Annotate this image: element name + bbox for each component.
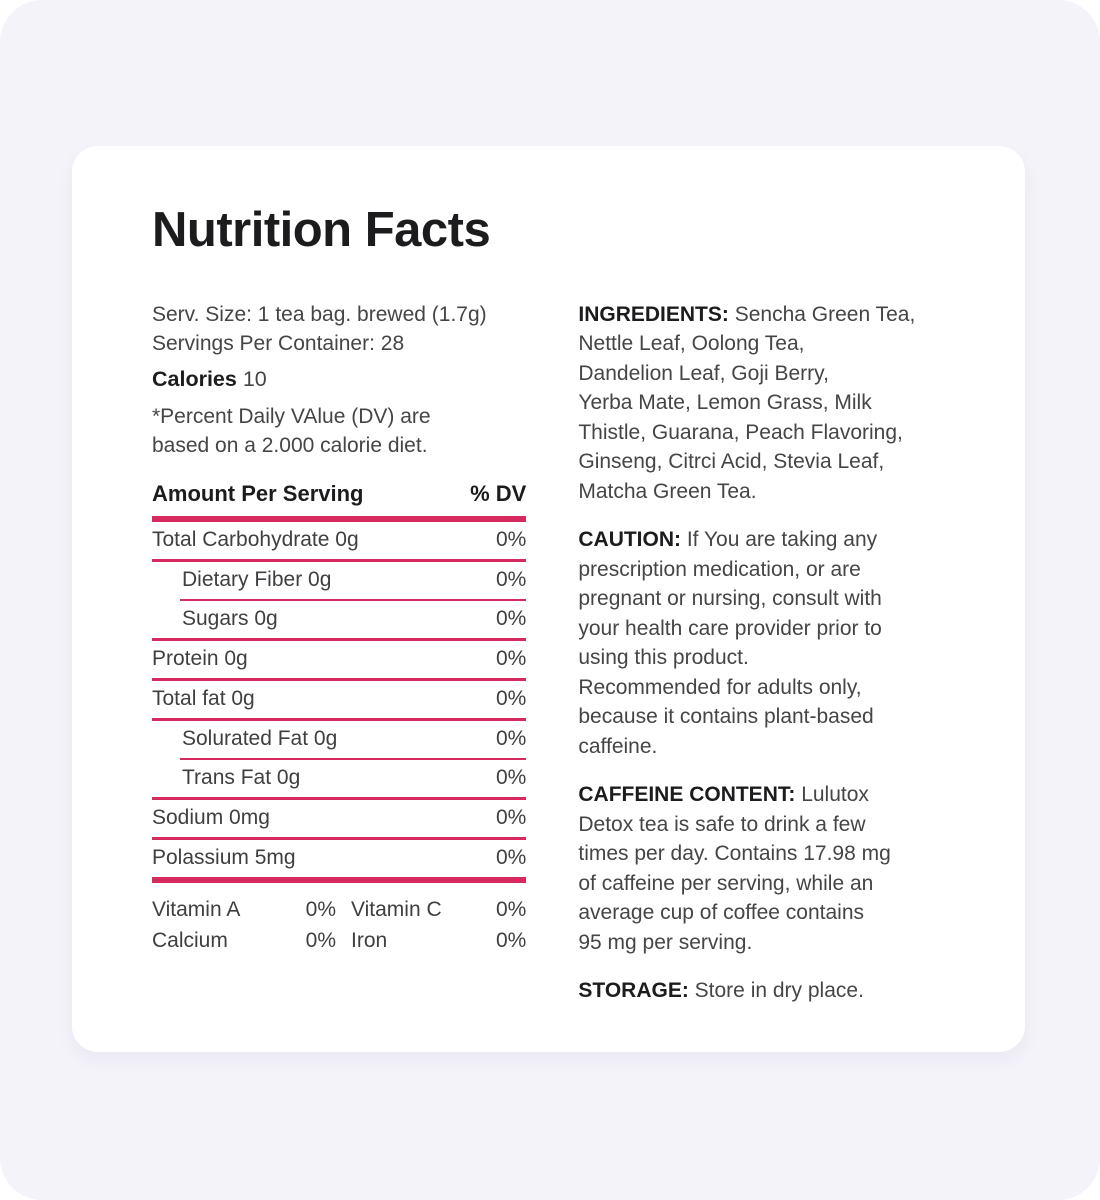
- servings-per-container-line: Servings Per Container: 28: [152, 331, 405, 355]
- info-sections: INGREDIENTS: Sencha Green Tea, Nettle Le…: [578, 300, 945, 1025]
- nutrient-value: 0%: [496, 606, 527, 630]
- table-row: Protein 0g 0%: [152, 641, 526, 678]
- section-text: If You are taking any prescription medic…: [578, 528, 882, 758]
- table-row: Sugars 0g 0%: [152, 601, 526, 638]
- nutrient-name: Polassium 5mg: [152, 845, 296, 869]
- table-row: Total Carbohydrate 0g 0%: [152, 522, 526, 559]
- header-divider: [152, 515, 527, 522]
- nutrient-value: 0%: [496, 845, 527, 869]
- table-row: Trans Fat 0g 0%: [152, 760, 526, 797]
- nutrient-name: Total Carbohydrate 0g: [152, 527, 359, 551]
- nutrient-value: 0%: [496, 686, 527, 710]
- nutrient-name: Sugars 0g: [182, 606, 278, 630]
- row-divider: [152, 637, 527, 641]
- vitamin-name: Iron: [351, 928, 388, 952]
- nutrition-facts-card: Nutrition Facts Serv. Size: 1 tea bag. b…: [72, 146, 1025, 1052]
- info-section: INGREDIENTS: Sencha Green Tea, Nettle Le…: [578, 300, 945, 507]
- content-columns: Serv. Size: 1 tea bag. brewed (1.7g) Ser…: [152, 300, 945, 1025]
- nutrient-name: Sodium 0mg: [152, 805, 270, 829]
- info-section: CAFFEINE CONTENT: Lulutox Detox tea is s…: [578, 780, 945, 957]
- nutrient-name: Trans Fat 0g: [182, 765, 301, 789]
- amount-per-serving-header: Amount Per Serving: [152, 480, 364, 506]
- section-text: Sencha Green Tea, Nettle Leaf, Oolong Te…: [578, 302, 916, 503]
- table-row: Sodium 0mg 0%: [152, 800, 526, 837]
- section-text: Lulutox Detox tea is safe to drink a few…: [578, 783, 891, 954]
- section-label: CAFFEINE CONTENT:: [578, 783, 796, 807]
- section-text: Store in dry place.: [688, 979, 864, 1003]
- vitamins-grid: Vitamin A 0% Vitamin C 0% Calcium 0% Iron 0%: [152, 894, 526, 956]
- row-divider: [152, 717, 527, 721]
- percent-dv-header: % DV: [470, 480, 527, 506]
- vitamin-value: 0%: [305, 928, 336, 952]
- nutrient-value: 0%: [496, 646, 527, 670]
- row-divider: [152, 558, 527, 562]
- nutrient-name: Dietary Fiber 0g: [182, 567, 332, 591]
- nutrient-value: 0%: [496, 527, 527, 551]
- table-row: Total fat 0g 0%: [152, 681, 526, 718]
- serving-size-line: Serv. Size: 1 tea bag. brewed (1.7g): [152, 302, 487, 326]
- row-divider: [152, 876, 527, 883]
- calories-line: Calories 10: [152, 365, 526, 394]
- table-row: Polassium 5mg 0%: [152, 840, 526, 877]
- nutrient-name: Solurated Fat 0g: [182, 726, 338, 750]
- nutrient-value: 0%: [496, 765, 527, 789]
- vitamin-name: Vitamin C: [351, 897, 442, 921]
- nutrition-table-rows: Total Carbohydrate 0g 0% Dietary Fiber 0g 0…: [152, 522, 527, 883]
- vitamin-name: Vitamin A: [152, 897, 241, 921]
- table-row: Dietary Fiber 0g 0%: [152, 562, 526, 599]
- table-row: Solurated Fat 0g 0%: [152, 721, 526, 758]
- daily-value-note: *Percent Daily VAlue (DV) are based on a…: [152, 404, 431, 457]
- section-label: STORAGE:: [578, 979, 689, 1003]
- nutrient-value: 0%: [496, 726, 527, 750]
- row-divider: [152, 836, 527, 840]
- nutrition-column: Serv. Size: 1 tea bag. brewed (1.7g) Ser…: [152, 300, 527, 956]
- info-section: CAUTION: If You are taking any prescript…: [578, 525, 945, 761]
- nutrient-value: 0%: [496, 567, 527, 591]
- vitamin-name: Calcium: [152, 928, 228, 952]
- table-header: Amount Per Serving % DV: [152, 481, 526, 516]
- vitamin-value: 0%: [496, 928, 527, 952]
- vitamin-value: 0%: [496, 897, 527, 921]
- page-title: Nutrition Facts: [152, 203, 491, 257]
- section-label: INGREDIENTS:: [578, 302, 729, 326]
- nutrition-table: Amount Per Serving % DV Total Carbohydra…: [152, 481, 527, 883]
- info-section: STORAGE: Store in dry place.: [578, 976, 945, 1006]
- section-label: CAUTION:: [578, 528, 682, 552]
- calories-label: Calories: [152, 366, 237, 391]
- row-divider: [152, 796, 527, 800]
- row-divider: [180, 757, 527, 760]
- nutrient-name: Protein 0g: [152, 646, 248, 670]
- vitamin-value: 0%: [305, 897, 336, 921]
- nutrient-value: 0%: [496, 805, 527, 829]
- nutrient-name: Total fat 0g: [152, 686, 255, 710]
- calories-value: 10: [242, 366, 267, 391]
- row-divider: [152, 677, 527, 681]
- row-divider: [180, 598, 527, 601]
- serving-info: Serv. Size: 1 tea bag. brewed (1.7g) Ser…: [152, 300, 526, 358]
